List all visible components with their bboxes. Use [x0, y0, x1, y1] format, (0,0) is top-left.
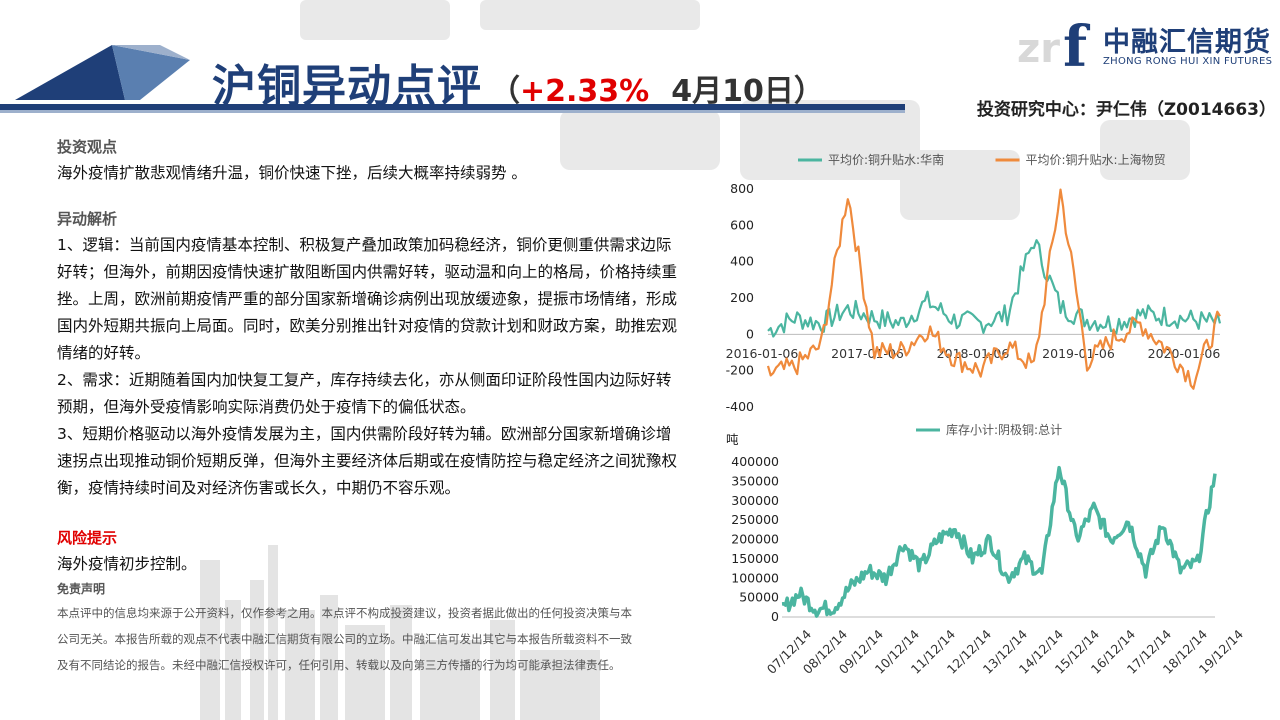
y-axis-unit: 吨 — [726, 432, 739, 447]
y-tick-label: -200 — [726, 363, 754, 378]
title-date: 4月10日 — [671, 74, 794, 109]
y-tick-label: 50000 — [739, 590, 779, 605]
series-line — [767, 239, 1222, 338]
x-tick-label: 2019-01-06 — [1042, 346, 1115, 361]
y-tick-label: 100000 — [731, 570, 779, 585]
y-tick-label: 800 — [730, 181, 754, 196]
title-main: 沪铜异动点评 — [212, 61, 482, 112]
analysis-point-1: 1、逻辑：当前国内疫情基本控制、积极复产叠加政策加码稳经济，铜价更侧重供需求边际… — [57, 236, 678, 362]
y-tick-label: -400 — [726, 399, 754, 414]
x-tick-label: 2016-01-06 — [726, 346, 799, 361]
risk-heading: 风险提示 — [57, 529, 118, 547]
series-line — [781, 465, 1217, 618]
viewpoint-heading: 投资观点 — [57, 138, 118, 156]
y-tick-label: 250000 — [731, 512, 779, 527]
legend-label: 库存小计:阴极铜:总计 — [946, 422, 1062, 437]
commentary-panel: 投资观点 海外疫情扩散悲观情绪升温，铜价快速下挫，后续大概率持续弱势 。 异动解… — [57, 135, 677, 678]
disclaimer-text: 本点评中的信息均来源于公开资料，仅作参考之用。本点评不构成投资建议，投资者据此做… — [57, 606, 632, 672]
header-triangle-mid — [112, 45, 190, 100]
price-change: +2.33% — [520, 74, 650, 109]
logo-english: ZHONG RONG HUI XIN FUTURES — [1103, 56, 1273, 67]
legend-label: 平均价:铜升贴水:华南 — [828, 152, 944, 167]
analysis-heading: 异动解析 — [57, 210, 118, 228]
disclaimer-heading: 免责声明 — [57, 582, 106, 596]
y-tick-label: 600 — [730, 217, 754, 232]
analyst-credit: 投资研究中心：尹仁伟（Z0014663） — [976, 100, 1276, 120]
y-tick-label: 200000 — [731, 532, 779, 547]
page-title: 沪铜异动点评 （+2.33% 4月10日） — [212, 50, 824, 114]
header-triangle-dark — [15, 45, 125, 100]
viewpoint-text: 海外疫情扩散悲观情绪升温，铜价快速下挫，后续大概率持续弱势 。 — [57, 164, 527, 182]
svg-text:zr: zr — [1017, 26, 1060, 72]
series-line — [766, 188, 1221, 390]
analysis-point-2: 2、需求：近期随着国内加快复工复产，库存持续去化，亦从侧面印证阶段性国内边际好转… — [57, 371, 672, 416]
legend-label: 平均价:铜升贴水:上海物贸 — [1026, 152, 1166, 167]
logo-name: 中融汇信期货 — [1103, 27, 1271, 58]
analysis-point-3: 3、短期价格驱动以海外疫情发展为主，国内供需阶段好转为辅。欧洲部分国家新增确诊增… — [57, 425, 678, 497]
city-skyline — [200, 545, 600, 720]
x-tick-label: 2018-01-06 — [937, 346, 1010, 361]
risk-text: 海外疫情初步控制。 — [57, 555, 197, 573]
title-paren-close: ） — [793, 74, 824, 109]
y-tick-label: 200 — [730, 290, 754, 305]
logo-mark-icon: zr f — [1017, 14, 1091, 80]
header-triangle-light — [112, 45, 190, 60]
title-paren-open: （ — [490, 74, 520, 109]
copper-premium-chart: 平均价:铜升贴水:华南 平均价:铜升贴水:上海物贸 -400 -200 0 200 400 6… — [726, 152, 1222, 414]
world-map-dots — [300, 0, 1190, 220]
y-tick-label: 300000 — [731, 493, 779, 508]
y-tick-label: 150000 — [731, 551, 779, 566]
svg-text:f: f — [1063, 14, 1091, 72]
y-tick-label: 400000 — [731, 454, 779, 469]
header-banner — [0, 45, 905, 113]
y-tick-label: 0 — [771, 609, 779, 624]
company-logo: zr f 中融汇信期货 ZHONG RONG HUI XIN FUTURES — [1015, 12, 1275, 80]
y-tick-label: 0 — [746, 326, 754, 341]
y-tick-label: 350000 — [731, 473, 779, 488]
y-tick-label: 400 — [730, 254, 754, 269]
copper-inventory-chart: 库存小计:阴极铜:总计吨 0 50000 100000 150000 200000 2500… — [726, 422, 1246, 677]
